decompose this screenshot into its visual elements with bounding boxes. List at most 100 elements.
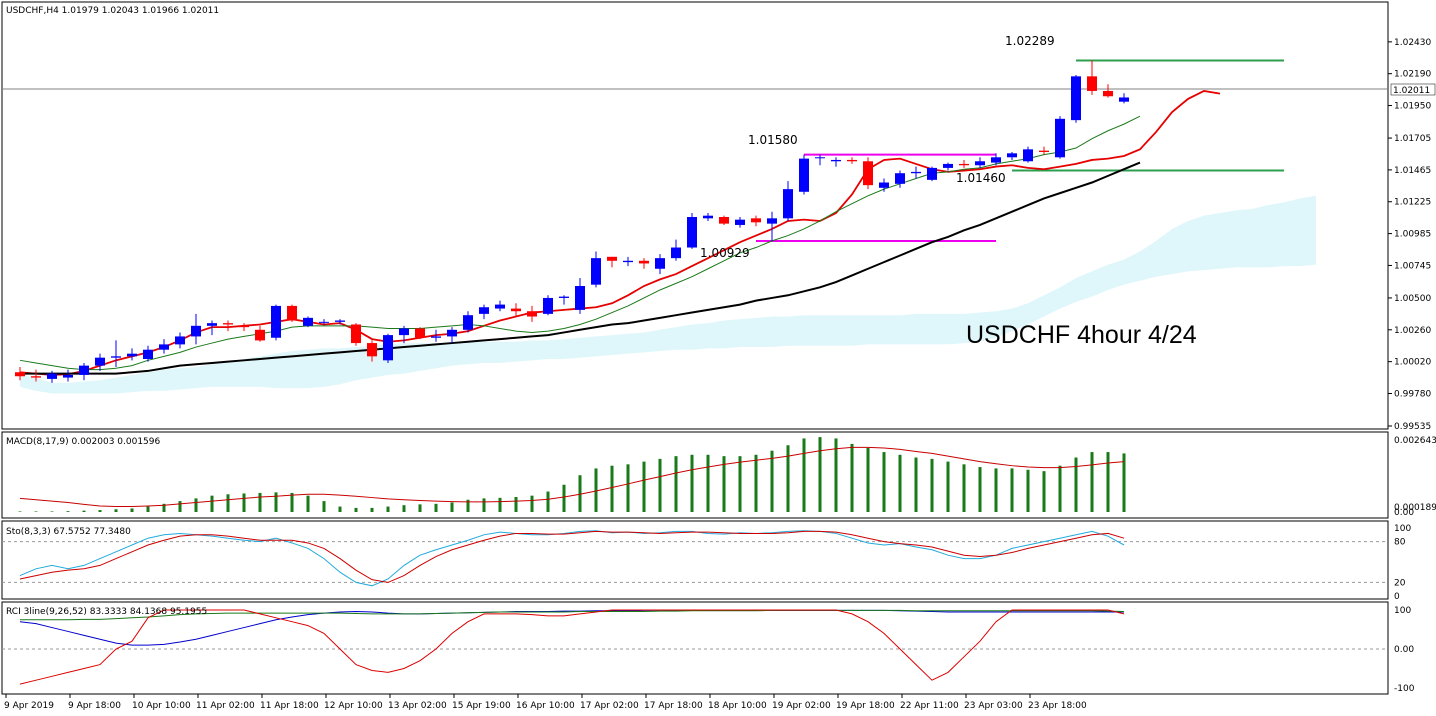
macd-bar [962,464,966,512]
rci-pane[interactable]: 100 0.00 -100 RCI 3line(9,26,52) 83.3333 8… [1,601,1415,695]
candle-body [751,218,761,223]
macd-bar [114,509,118,512]
macd-bar [1058,465,1062,512]
stochastic-levels [2,541,1388,583]
macd-histogram [18,437,1126,512]
macd-bar [450,502,454,512]
price-tick-label: 1.00020 [1394,358,1431,368]
price-tick-label: 0.99780 [1394,389,1431,399]
macd-bar [274,492,278,512]
candle-body [959,163,969,166]
candle-body [271,305,281,338]
time-tick-label: 10 Apr 10:00 [132,701,191,711]
candle-body [127,353,137,357]
candle-body [319,321,329,323]
price-annotation: 1.01460 [956,171,1006,185]
macd-bar [674,456,678,512]
current-price-box [1390,83,1436,96]
candle-body [735,219,745,225]
macd-bar [146,506,150,512]
candle-body [687,217,697,248]
macd-bar [930,458,934,512]
rci-tick-label: 100 [1394,606,1411,616]
candle-body [831,159,841,162]
symbol-header: USDCHF,H4 1.01979 1.02043 1.01966 1.0201… [6,6,219,16]
candle-body [415,328,425,338]
price-tick-label: 1.00500 [1394,294,1431,304]
candle-body [991,157,1001,163]
macd-bar [386,506,390,512]
time-tick-label: 11 Apr 02:00 [196,701,255,711]
candle-body [863,161,873,186]
price-tick-label: 0.99535 [1394,422,1431,432]
macd-bar [642,461,646,512]
macd-bar [658,458,662,512]
candle-body [335,320,345,322]
macd-bar [626,464,630,512]
macd-header: MACD(8,17,9) 0.002003 0.001596 [6,437,161,447]
candle-body [223,323,233,325]
macd-bar [498,497,502,512]
macd-bar [1106,452,1110,512]
macd-bar [482,498,486,512]
macd-bar [402,505,406,512]
time-tick-label: 22 Apr 11:00 [900,701,959,711]
macd-bar [850,443,854,512]
macd-bar [82,510,86,512]
stochastic-tick-label: 80 [1394,538,1406,548]
macd-bar [562,484,566,512]
candle-body [591,258,601,285]
macd-bar [866,447,870,512]
macd-bar [130,508,134,512]
macd-bar [306,495,310,512]
candle-body [175,336,185,345]
candle-body [655,258,665,269]
time-tick-label: 17 Apr 02:00 [580,701,639,711]
stochastic-header: Sto(8,3,3) 67.5752 77.3480 [6,527,131,537]
candle-body [559,296,569,298]
candle-body [191,325,201,337]
time-tick-label: 19 Apr 02:00 [772,701,831,711]
macd-bar [530,495,534,512]
time-tick-label: 15 Apr 19:00 [452,701,511,711]
candle-body [1087,76,1097,91]
price-pane[interactable]: 1.02430 1.02190 1.01950 1.01705 1.01465 1.012… [1,1,1436,432]
candle-body [495,304,505,309]
candle-body [159,344,169,350]
macd-bar [50,511,54,512]
macd-bar [786,445,790,512]
candle-body [607,256,617,261]
candle-body [399,328,409,336]
time-tick-label: 11 Apr 18:00 [260,701,319,711]
candle-body [975,161,985,166]
time-tick-label: 17 Apr 18:00 [644,701,703,711]
macd-bar [834,438,838,512]
candle-body [1055,118,1065,158]
candle-body [639,260,649,264]
rci-axis: 100 0.00 -100 [1394,606,1415,694]
stochastic-signal-line [19,530,1125,583]
macd-bar [882,452,886,512]
price-tick-label: 1.00985 [1394,230,1431,240]
candle-body [111,356,121,358]
candle-body [847,159,857,162]
macd-bar [1090,452,1094,512]
candle-body [1119,97,1129,102]
macd-bar [946,461,950,512]
candle-body [31,376,41,378]
candle-body [1039,150,1049,152]
price-tick-label: 1.00745 [1394,261,1431,271]
candle-body [767,218,777,224]
macd-bar [1074,457,1078,512]
stochastic-tick-label: 20 [1394,578,1406,588]
time-tick-label: 12 Apr 10:00 [324,701,383,711]
macd-tick-label: 0.002643 [1394,436,1436,446]
moving-average-line [19,90,1221,376]
macd-tick-label: 0.000189 [1394,503,1436,513]
candle-body [95,357,105,366]
stochastic-pane[interactable]: 100 80 20 0 Sto(8,3,3) 67.5752 77.3480 [1,520,1411,602]
price-axis: 1.02430 1.02190 1.01950 1.01705 1.01465 1.012… [1388,38,1431,432]
macd-bar [978,467,982,512]
macd-bar [178,501,182,512]
